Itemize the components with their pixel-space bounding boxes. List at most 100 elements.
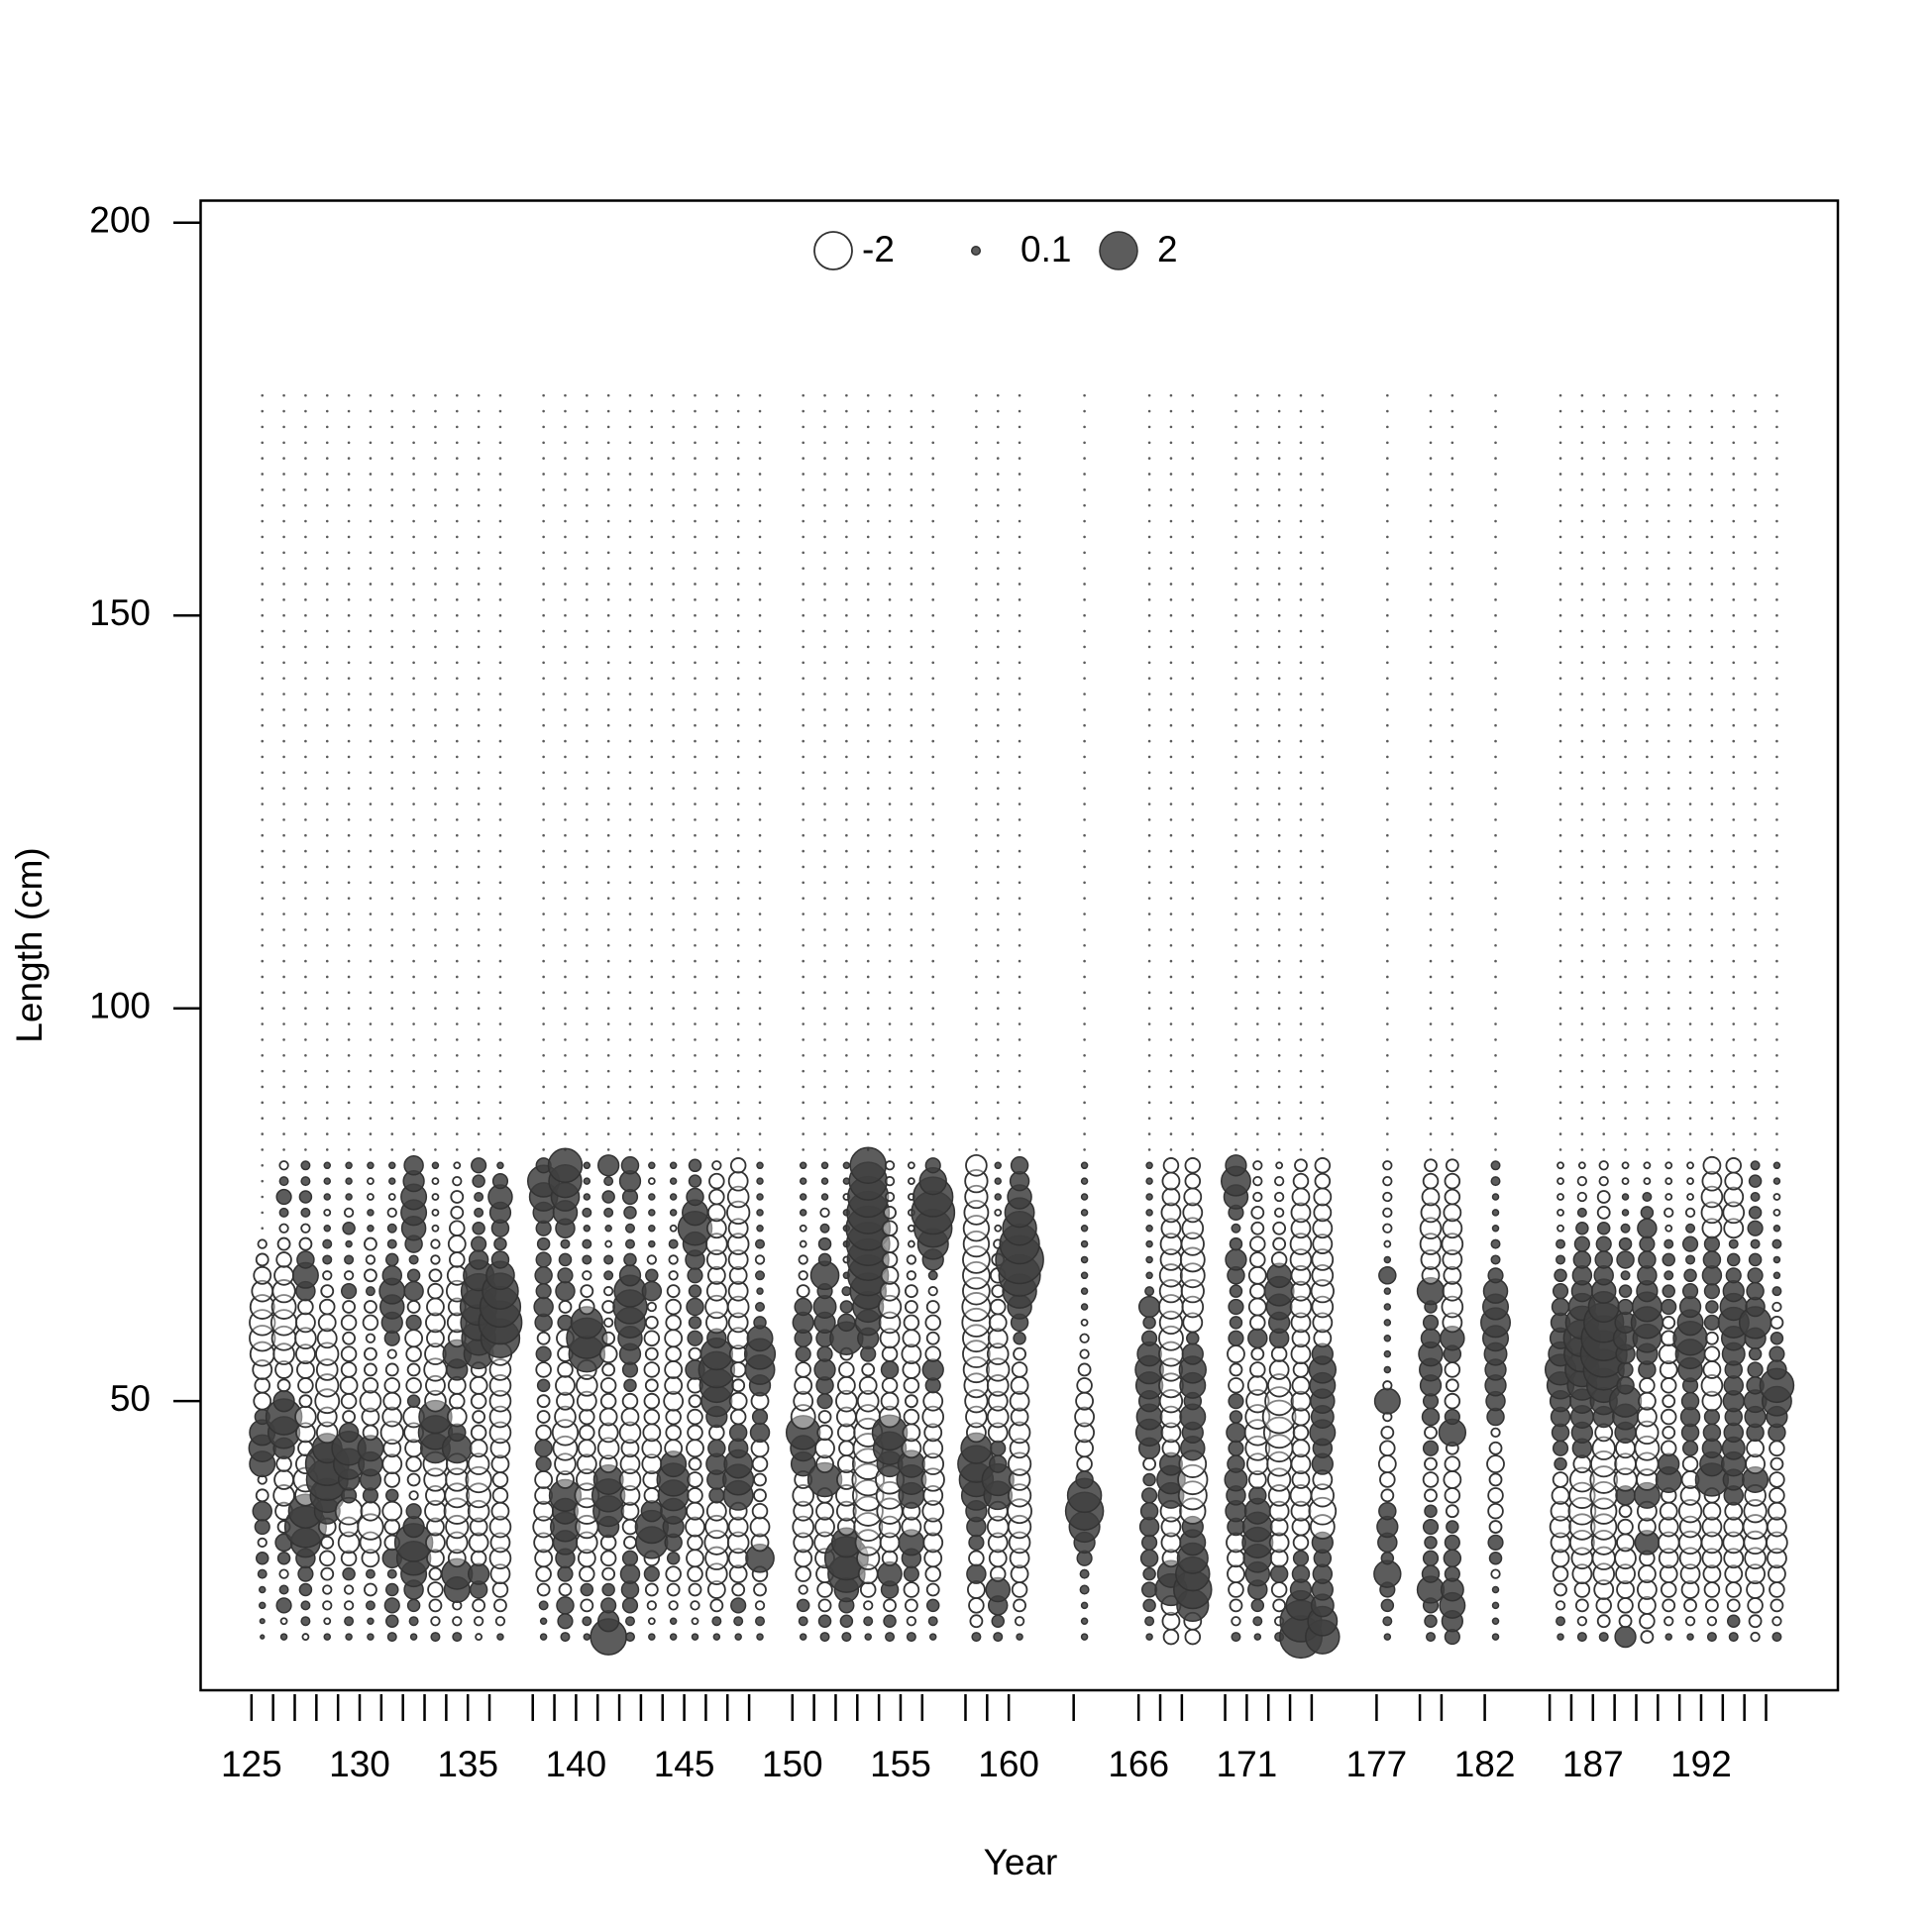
bubble bbox=[1488, 1520, 1503, 1534]
bubble bbox=[1558, 755, 1562, 759]
bubble bbox=[1754, 551, 1757, 555]
bubble bbox=[1299, 771, 1303, 775]
bubble bbox=[628, 771, 632, 775]
bubble bbox=[601, 1362, 616, 1377]
bubble bbox=[564, 393, 567, 397]
bubble bbox=[628, 1148, 632, 1151]
bubble bbox=[498, 833, 502, 837]
bubble bbox=[628, 488, 632, 491]
bubble bbox=[1386, 723, 1389, 727]
bubble bbox=[369, 943, 373, 947]
bubble bbox=[261, 629, 265, 633]
bubble bbox=[390, 583, 394, 586]
bubble bbox=[1580, 1085, 1584, 1089]
bubble bbox=[1083, 833, 1086, 837]
bubble bbox=[390, 1132, 394, 1135]
bubble bbox=[1602, 912, 1606, 915]
bubble bbox=[282, 488, 285, 491]
bubble bbox=[325, 519, 329, 523]
bubble bbox=[1429, 425, 1433, 429]
bubble bbox=[672, 425, 675, 429]
bubble bbox=[706, 1328, 727, 1348]
bubble bbox=[1580, 833, 1584, 837]
bubble bbox=[304, 598, 307, 601]
bubble bbox=[1160, 1516, 1182, 1538]
bubble bbox=[1591, 1436, 1616, 1460]
bubble bbox=[586, 1085, 589, 1089]
bubble bbox=[606, 1085, 610, 1089]
bubble bbox=[758, 1148, 762, 1151]
bubble bbox=[802, 551, 805, 555]
bubble bbox=[1754, 393, 1757, 397]
bubble bbox=[1018, 975, 1021, 979]
bubble bbox=[975, 739, 978, 743]
bubble bbox=[1679, 1484, 1701, 1506]
bubble bbox=[845, 1038, 848, 1041]
bubble bbox=[650, 1117, 654, 1121]
bubble bbox=[1658, 1548, 1679, 1569]
bubble bbox=[1169, 1022, 1173, 1025]
bubble bbox=[1255, 583, 1259, 586]
bubble bbox=[390, 849, 394, 853]
bubble bbox=[1646, 975, 1649, 979]
bubble bbox=[1255, 1085, 1259, 1089]
bubble bbox=[1290, 1343, 1312, 1365]
bubble bbox=[282, 881, 285, 885]
bubble bbox=[823, 912, 826, 915]
bubble bbox=[325, 1085, 329, 1089]
bubble bbox=[282, 928, 285, 931]
bubble bbox=[455, 708, 459, 711]
bubble bbox=[975, 755, 978, 759]
bubble bbox=[1429, 393, 1433, 397]
bubble bbox=[931, 598, 935, 601]
bubble bbox=[1429, 897, 1433, 900]
bubble bbox=[1145, 1255, 1153, 1264]
bubble bbox=[1419, 1217, 1443, 1240]
bubble bbox=[369, 551, 373, 555]
bubble bbox=[715, 833, 718, 837]
bubble bbox=[1383, 1365, 1392, 1374]
bubble bbox=[586, 818, 589, 821]
bubble bbox=[493, 1236, 507, 1251]
bubble bbox=[694, 1007, 697, 1010]
bubble bbox=[1083, 881, 1086, 885]
bubble bbox=[1775, 849, 1778, 853]
bubble bbox=[339, 1375, 359, 1395]
bubble bbox=[1621, 1209, 1630, 1217]
bubble bbox=[1420, 1249, 1442, 1270]
bubble bbox=[996, 393, 1000, 397]
bubble bbox=[325, 693, 329, 696]
bubble bbox=[1277, 803, 1281, 805]
bubble bbox=[802, 787, 805, 790]
bubble bbox=[282, 897, 285, 900]
x-tick-label: 140 bbox=[546, 1744, 607, 1784]
bubble bbox=[758, 833, 762, 837]
bubble bbox=[408, 1616, 419, 1627]
bubble bbox=[665, 1565, 682, 1582]
bubble bbox=[1552, 1283, 1569, 1300]
bubble bbox=[1169, 771, 1173, 775]
bubble bbox=[583, 1193, 591, 1201]
bubble bbox=[1558, 723, 1562, 727]
bubble bbox=[1191, 629, 1195, 633]
bubble bbox=[1321, 1132, 1325, 1135]
bubble bbox=[1255, 881, 1259, 885]
bubble bbox=[455, 425, 459, 429]
bubble bbox=[672, 551, 675, 555]
bubble bbox=[691, 1633, 699, 1641]
bubble bbox=[1754, 787, 1757, 790]
bubble bbox=[1551, 1297, 1570, 1317]
bubble bbox=[1775, 567, 1778, 570]
bubble bbox=[1558, 1069, 1562, 1073]
bubble bbox=[1556, 1193, 1564, 1201]
bubble bbox=[304, 1053, 307, 1057]
bubble bbox=[390, 1085, 394, 1089]
bubble bbox=[1602, 551, 1606, 555]
bubble bbox=[564, 1022, 567, 1025]
bubble bbox=[586, 693, 589, 696]
bubble bbox=[603, 1176, 614, 1187]
bubble bbox=[390, 1007, 394, 1010]
bubble bbox=[1429, 629, 1433, 633]
bubble bbox=[1277, 708, 1281, 711]
bubble bbox=[1754, 598, 1757, 601]
